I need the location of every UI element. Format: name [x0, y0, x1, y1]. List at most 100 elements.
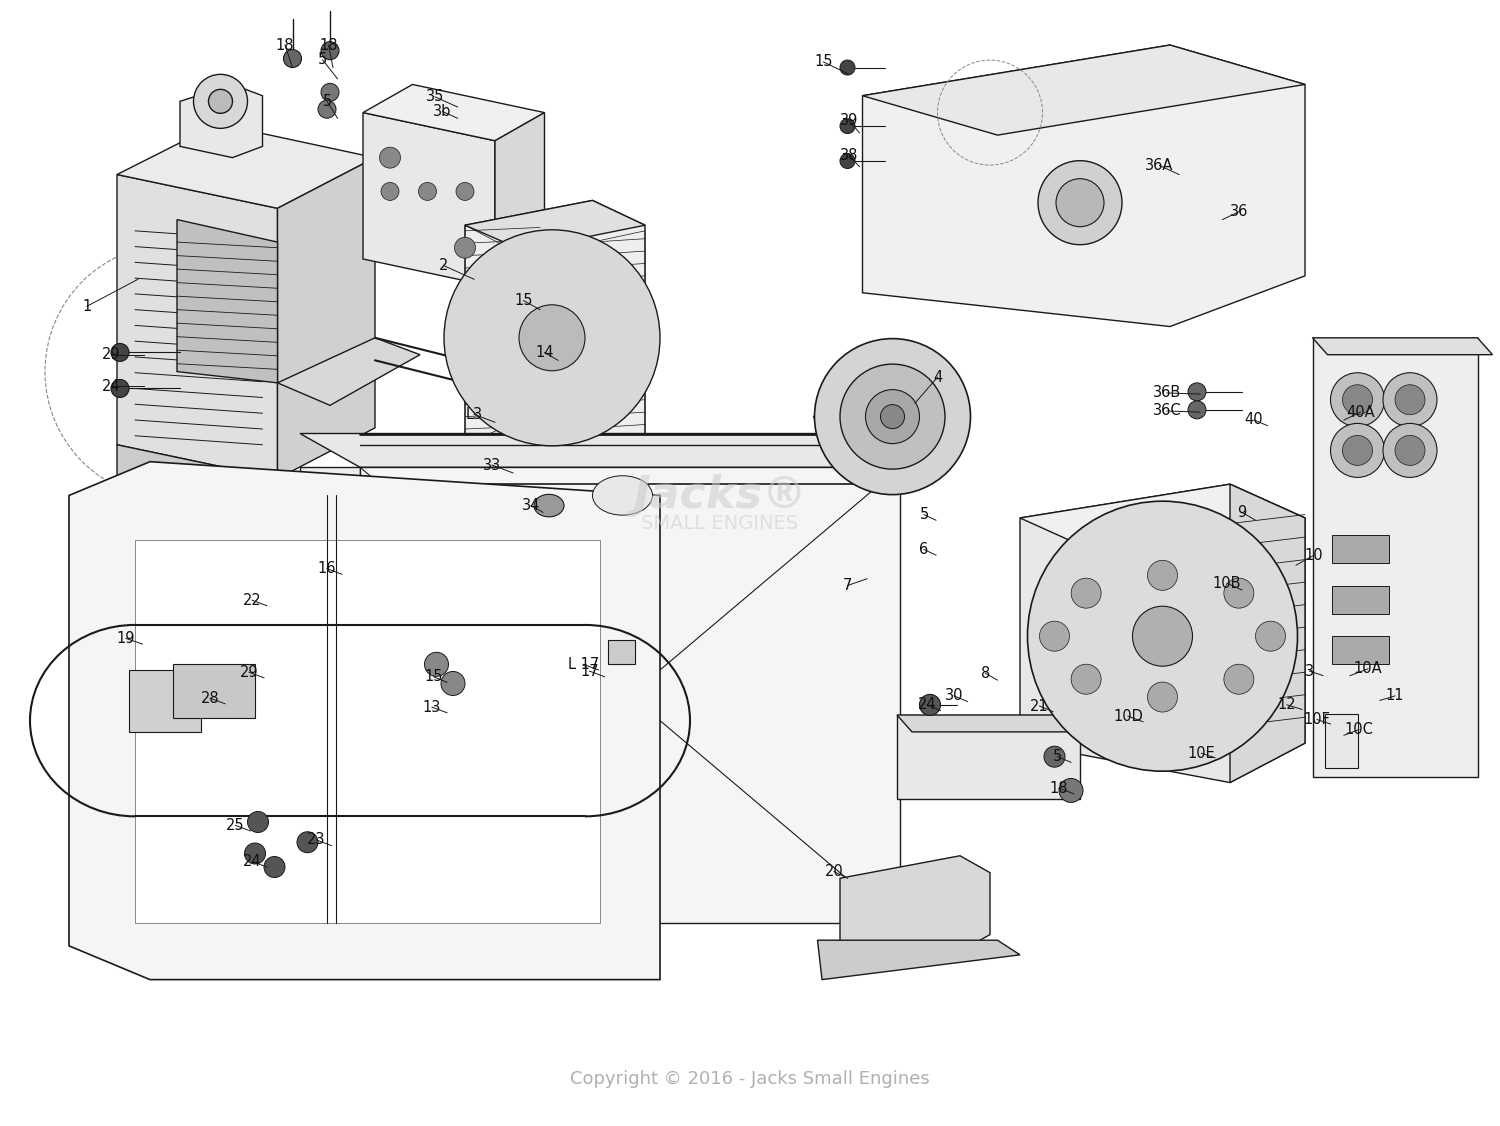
Text: 10: 10 [1305, 547, 1323, 563]
Text: L 17: L 17 [568, 656, 598, 672]
Polygon shape [278, 158, 375, 479]
Text: 18: 18 [276, 37, 294, 53]
Circle shape [865, 390, 919, 444]
Circle shape [1188, 401, 1206, 419]
Circle shape [1224, 578, 1254, 608]
Text: 10B: 10B [1212, 575, 1242, 591]
Polygon shape [117, 445, 278, 512]
Polygon shape [300, 467, 360, 923]
Text: 36B: 36B [1154, 385, 1180, 401]
Text: 15: 15 [424, 669, 442, 685]
Text: Copyright © 2016 - Jacks Small Engines: Copyright © 2016 - Jacks Small Engines [570, 1070, 930, 1088]
Text: 39: 39 [840, 113, 858, 128]
Polygon shape [1312, 338, 1478, 777]
Text: 6: 6 [920, 542, 928, 557]
Circle shape [1256, 622, 1286, 651]
Text: 25: 25 [226, 817, 244, 833]
Circle shape [111, 343, 129, 361]
Text: 12: 12 [1278, 697, 1296, 713]
Polygon shape [1230, 484, 1305, 783]
Polygon shape [135, 540, 600, 923]
Text: 17: 17 [580, 663, 598, 679]
Text: 10D: 10D [1113, 708, 1143, 724]
Circle shape [1148, 682, 1178, 712]
Circle shape [1056, 179, 1104, 226]
Text: 5: 5 [322, 93, 332, 109]
Text: SMALL ENGINES: SMALL ENGINES [642, 515, 798, 533]
Circle shape [1040, 622, 1070, 651]
Circle shape [1383, 373, 1437, 427]
Polygon shape [465, 200, 645, 467]
Polygon shape [300, 434, 900, 467]
Circle shape [1044, 747, 1065, 767]
Text: 9: 9 [1238, 504, 1246, 520]
Circle shape [419, 182, 436, 200]
Circle shape [318, 100, 336, 118]
Text: 19: 19 [117, 631, 135, 646]
Bar [1324, 714, 1358, 768]
Text: 20: 20 [825, 864, 843, 879]
Text: 23: 23 [308, 832, 326, 848]
Polygon shape [840, 856, 990, 951]
Ellipse shape [534, 494, 564, 517]
Polygon shape [495, 113, 544, 287]
Polygon shape [897, 715, 1080, 799]
Text: 33: 33 [483, 457, 501, 473]
Circle shape [1395, 385, 1425, 414]
Circle shape [424, 652, 448, 677]
Circle shape [840, 364, 945, 470]
Text: 7: 7 [843, 578, 852, 593]
Circle shape [284, 50, 302, 68]
Circle shape [444, 230, 660, 446]
Text: 24: 24 [918, 697, 936, 713]
Polygon shape [862, 45, 1305, 135]
Circle shape [248, 812, 268, 832]
Text: 21: 21 [1030, 698, 1048, 714]
Circle shape [519, 305, 585, 370]
Text: 36: 36 [1230, 204, 1248, 220]
Text: 5: 5 [920, 507, 928, 522]
Text: 35: 35 [426, 89, 444, 105]
Circle shape [1188, 383, 1206, 401]
Text: 3: 3 [1305, 663, 1314, 679]
Text: 22: 22 [243, 592, 261, 608]
Polygon shape [363, 113, 495, 287]
Circle shape [209, 89, 232, 114]
Text: 1: 1 [82, 298, 92, 314]
Text: 40A: 40A [1346, 404, 1376, 420]
Text: 40: 40 [1245, 412, 1263, 428]
Circle shape [1059, 778, 1083, 803]
Text: 29: 29 [240, 664, 258, 680]
Text: 36A: 36A [1146, 158, 1173, 173]
Text: 3b: 3b [433, 104, 451, 119]
Text: 10F: 10F [1304, 712, 1330, 727]
Bar [1332, 636, 1389, 664]
Polygon shape [1020, 484, 1305, 783]
Circle shape [1028, 501, 1298, 771]
Circle shape [815, 339, 971, 494]
Polygon shape [818, 940, 1020, 980]
Circle shape [264, 857, 285, 877]
Text: 18: 18 [320, 37, 338, 53]
Text: 2: 2 [440, 258, 448, 274]
Text: 5: 5 [318, 52, 327, 68]
Circle shape [111, 379, 129, 397]
Circle shape [1038, 161, 1122, 244]
Circle shape [321, 42, 339, 60]
Text: 28: 28 [201, 690, 219, 706]
Circle shape [244, 843, 266, 864]
Text: L3: L3 [465, 406, 483, 422]
Ellipse shape [592, 475, 652, 516]
Text: 24: 24 [243, 854, 261, 869]
Text: 30: 30 [945, 688, 963, 704]
Text: 4: 4 [933, 369, 942, 385]
Polygon shape [1312, 338, 1492, 355]
Text: 24: 24 [102, 378, 120, 394]
Polygon shape [897, 715, 1095, 732]
Text: 11: 11 [1386, 688, 1404, 704]
Text: 38: 38 [840, 148, 858, 163]
Polygon shape [465, 200, 645, 250]
Circle shape [1071, 578, 1101, 608]
Circle shape [1395, 436, 1425, 465]
Text: 10E: 10E [1188, 745, 1215, 761]
